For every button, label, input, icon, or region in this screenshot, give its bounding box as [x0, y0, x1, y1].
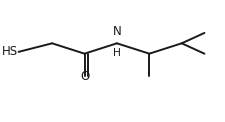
Text: N: N [112, 25, 121, 38]
Text: O: O [80, 70, 89, 83]
Text: HS: HS [1, 45, 18, 58]
Text: H: H [112, 48, 120, 58]
